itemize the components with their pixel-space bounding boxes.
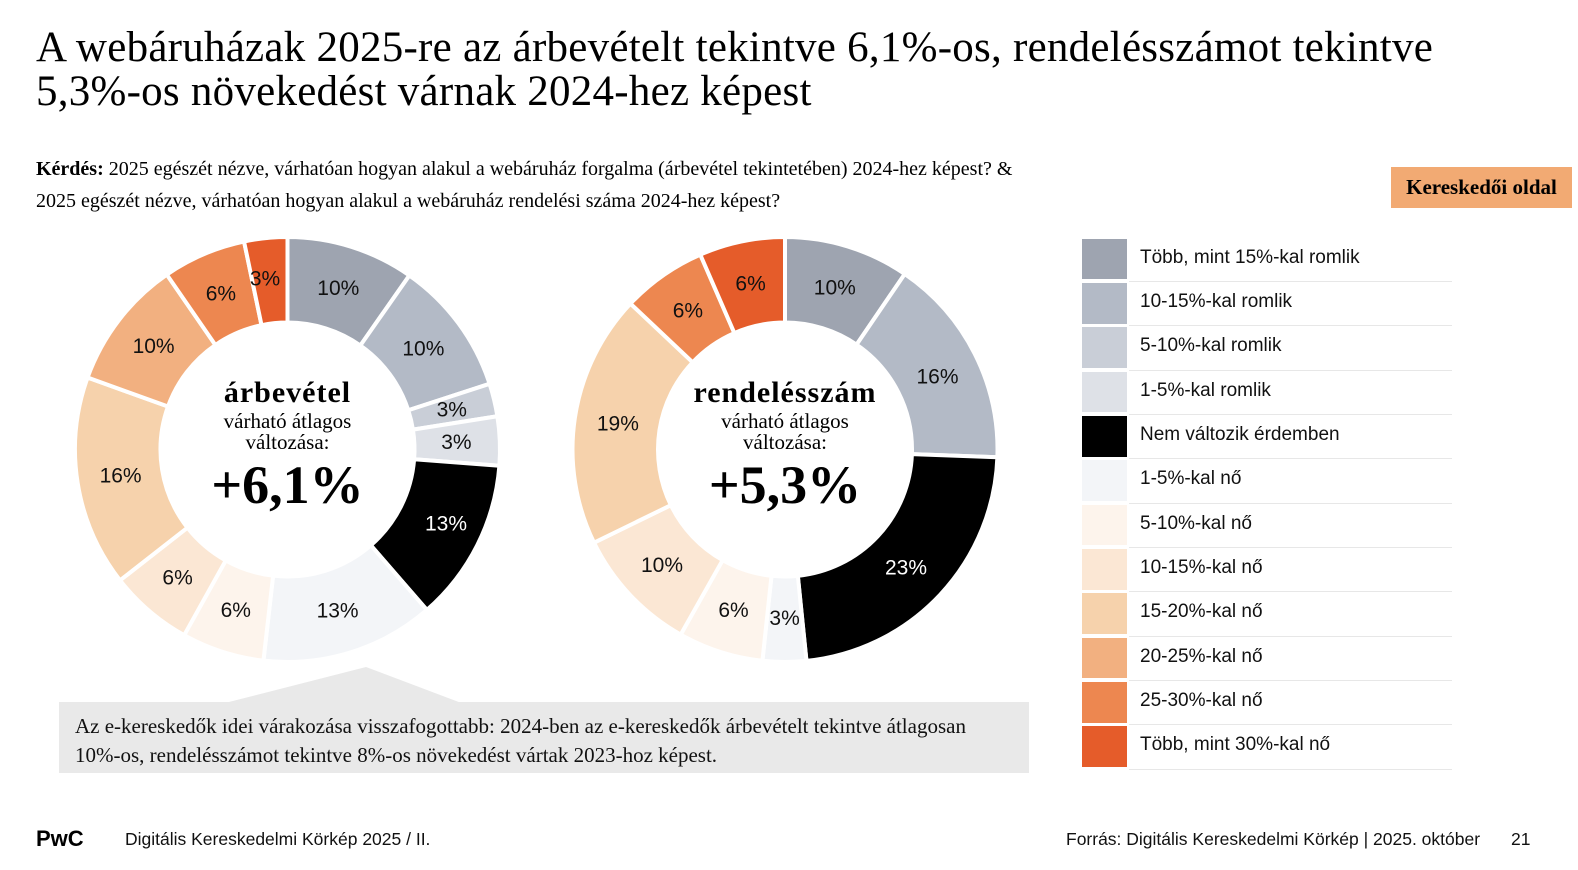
svg-text:10%: 10% [317, 277, 359, 300]
svg-text:10%: 10% [814, 277, 856, 300]
svg-text:rendelésszám: rendelésszám [693, 376, 876, 409]
svg-text:16%: 16% [916, 366, 958, 389]
svg-text:6%: 6% [221, 599, 251, 622]
svg-text:3%: 3% [250, 268, 280, 291]
svg-text:10%: 10% [133, 335, 175, 358]
svg-text:6%: 6% [735, 273, 765, 296]
svg-text:várható átlagos: várható átlagos [721, 409, 849, 433]
svg-text:10%: 10% [402, 338, 444, 361]
svg-text:+5,3%: +5,3% [709, 455, 861, 515]
svg-text:6%: 6% [673, 300, 703, 323]
svg-text:13%: 13% [317, 599, 359, 622]
svg-text:10%: 10% [641, 554, 683, 577]
svg-text:3%: 3% [437, 399, 467, 422]
svg-text:3%: 3% [441, 431, 471, 454]
svg-text:6%: 6% [162, 566, 192, 589]
svg-text:várható átlagos: várható átlagos [224, 409, 352, 433]
svg-text:változása:: változása: [246, 430, 330, 454]
svg-text:változása:: változása: [743, 430, 827, 454]
svg-text:16%: 16% [100, 465, 142, 488]
svg-text:árbevétel: árbevétel [224, 376, 351, 409]
svg-text:+6,1%: +6,1% [211, 455, 363, 515]
svg-text:6%: 6% [718, 599, 748, 622]
svg-text:23%: 23% [885, 557, 927, 580]
svg-text:13%: 13% [425, 513, 467, 536]
svg-text:3%: 3% [769, 607, 799, 630]
svg-text:6%: 6% [206, 283, 236, 306]
svg-text:19%: 19% [597, 413, 639, 436]
